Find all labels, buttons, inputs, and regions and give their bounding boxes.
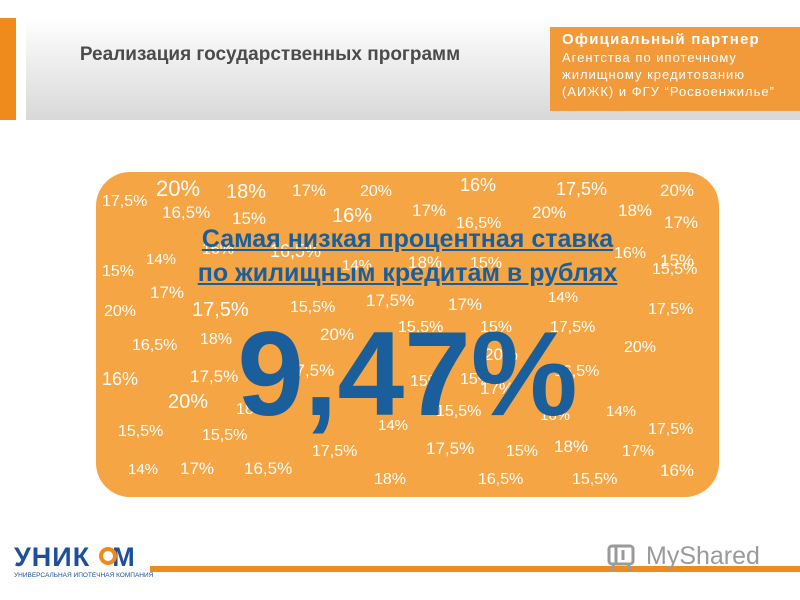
myshared-watermark: MyShared <box>606 538 766 574</box>
background-percentage: 20% <box>104 303 137 320</box>
watermark-text: MyShared <box>646 542 760 570</box>
rate-card: 20% 18% 17% 20% 16% 17,5% 20% 17,5% 16,5% 15% 16% 1… <box>96 172 719 497</box>
background-percentage: 17% <box>150 283 185 302</box>
background-percentage: 17,5% <box>312 443 358 460</box>
partner-text-line: Агентства по ипотечному <box>562 50 737 65</box>
logo-subtitle: УНИВЕРСАЛЬНАЯ ИПОТЕЧНАЯ КОМПАНИЯ <box>14 572 154 579</box>
background-percentage: 16,5% <box>456 215 502 232</box>
background-percentage: 17% <box>448 295 483 314</box>
background-percentage: 17,5% <box>550 319 596 336</box>
logo-ring-icon <box>99 547 117 565</box>
background-percentage: 20% <box>484 345 519 364</box>
myshared-logo-icon <box>607 544 635 572</box>
partner-text-line: (АИЖК) и ФГУ “Росвоенжилье” <box>562 84 775 99</box>
background-percentage: 16% <box>102 369 139 389</box>
background-percentage: 18% <box>236 401 269 418</box>
background-percentage: 17,5% <box>426 439 475 458</box>
background-percentage: 17% <box>292 181 327 200</box>
background-percentage: 15% <box>102 263 135 280</box>
background-percentage: 16% <box>540 407 571 424</box>
background-percentage: 17,5% <box>556 179 608 199</box>
background-percentage: 17% <box>412 201 447 220</box>
background-percentage: 16,5% <box>132 337 178 354</box>
background-percentage: 20% <box>624 339 657 356</box>
partner-box: Официальный партнер Агентства по ипотечн… <box>550 27 800 111</box>
background-percentage: 17% <box>480 379 515 398</box>
background-percentage: 18% <box>374 471 407 488</box>
background-percentage: 16% <box>202 241 235 258</box>
background-percentage: 14% <box>606 403 637 420</box>
background-percentage: 17% <box>664 213 699 232</box>
background-percentage: 15,5% <box>652 261 698 278</box>
partner-heading: Официальный партнер <box>562 31 760 48</box>
background-percentage: 15,5% <box>436 403 482 420</box>
background-percentage: 15% <box>410 373 443 390</box>
background-percentage: 15% <box>506 443 539 460</box>
background-percentage: 14% <box>146 251 177 268</box>
background-percentage: 15,5% <box>118 423 164 440</box>
background-percentage: 15% <box>232 209 267 228</box>
background-percentage: 17,5% <box>192 299 249 321</box>
background-percentage: 15% <box>460 371 493 388</box>
background-percentage: 18% <box>200 331 233 348</box>
background-percentage: 16% <box>660 461 695 480</box>
background-percentage: 17,5% <box>648 421 694 438</box>
background-percentage: 16% <box>460 175 497 195</box>
background-percentage: 15,5% <box>202 427 248 444</box>
background-percentage: 17% <box>180 459 215 478</box>
background-percentage: 14% <box>548 289 579 306</box>
background-percentage: 16% <box>332 205 373 227</box>
background-percentage: 16,5% <box>244 459 293 478</box>
background-percentage: 18% <box>554 437 589 456</box>
background-percentage: 17,5% <box>648 301 694 318</box>
background-percentage: 17,5% <box>366 291 415 310</box>
unikom-logo: УНИКОМ УНИВЕРСАЛЬНАЯ ИПОТЕЧНАЯ КОМПАНИЯ <box>14 542 154 582</box>
background-percentage: 17,5% <box>286 361 335 380</box>
background-percentage: 20% <box>156 176 201 201</box>
background-percentage: 15% <box>470 255 503 272</box>
background-percentage: 20% <box>168 391 209 413</box>
background-percentage: 14% <box>128 461 159 478</box>
header-accent-bar <box>0 18 16 120</box>
background-percentage: 16,5% <box>478 471 524 488</box>
background-percentage: 14% <box>342 257 373 274</box>
background-percentage: 18% <box>618 201 653 220</box>
footer-line <box>150 566 800 572</box>
background-percentage: 16% <box>614 245 647 262</box>
background-percentage: 14% <box>378 417 409 434</box>
background-percentage: 15,5% <box>572 471 618 488</box>
logo-name: УНИКОМ <box>14 542 136 572</box>
partner-text-line: жилищному кредитованию <box>562 67 746 82</box>
slide-title: Реализация государственных программ <box>79 44 461 65</box>
background-percentage: 20% <box>360 183 393 200</box>
rate-headline: Самая низкая процентная ставка по жилищн… <box>197 225 618 287</box>
rate-value: 9,47% <box>237 307 578 441</box>
background-percentage: 15,5% <box>290 299 336 316</box>
background-percentage: 20% <box>532 203 567 222</box>
background-percentage: 18% <box>226 181 267 203</box>
background-percentage: 17,5% <box>190 367 239 386</box>
background-percentage: 15,5% <box>398 319 444 336</box>
background-percentage: 17% <box>622 443 655 460</box>
background-percentage: 15% <box>660 251 695 270</box>
background-percentage: 15% <box>480 319 513 336</box>
background-percentage: 16,5% <box>270 241 322 261</box>
background-percentage: 16,5% <box>554 363 600 380</box>
background-percentage: 17,5% <box>102 193 148 210</box>
background-percentage: 20% <box>320 325 355 344</box>
background-percentage: 18% <box>408 253 443 272</box>
background-percentage: 20% <box>660 181 695 200</box>
background-percentage: 16,5% <box>162 203 211 222</box>
